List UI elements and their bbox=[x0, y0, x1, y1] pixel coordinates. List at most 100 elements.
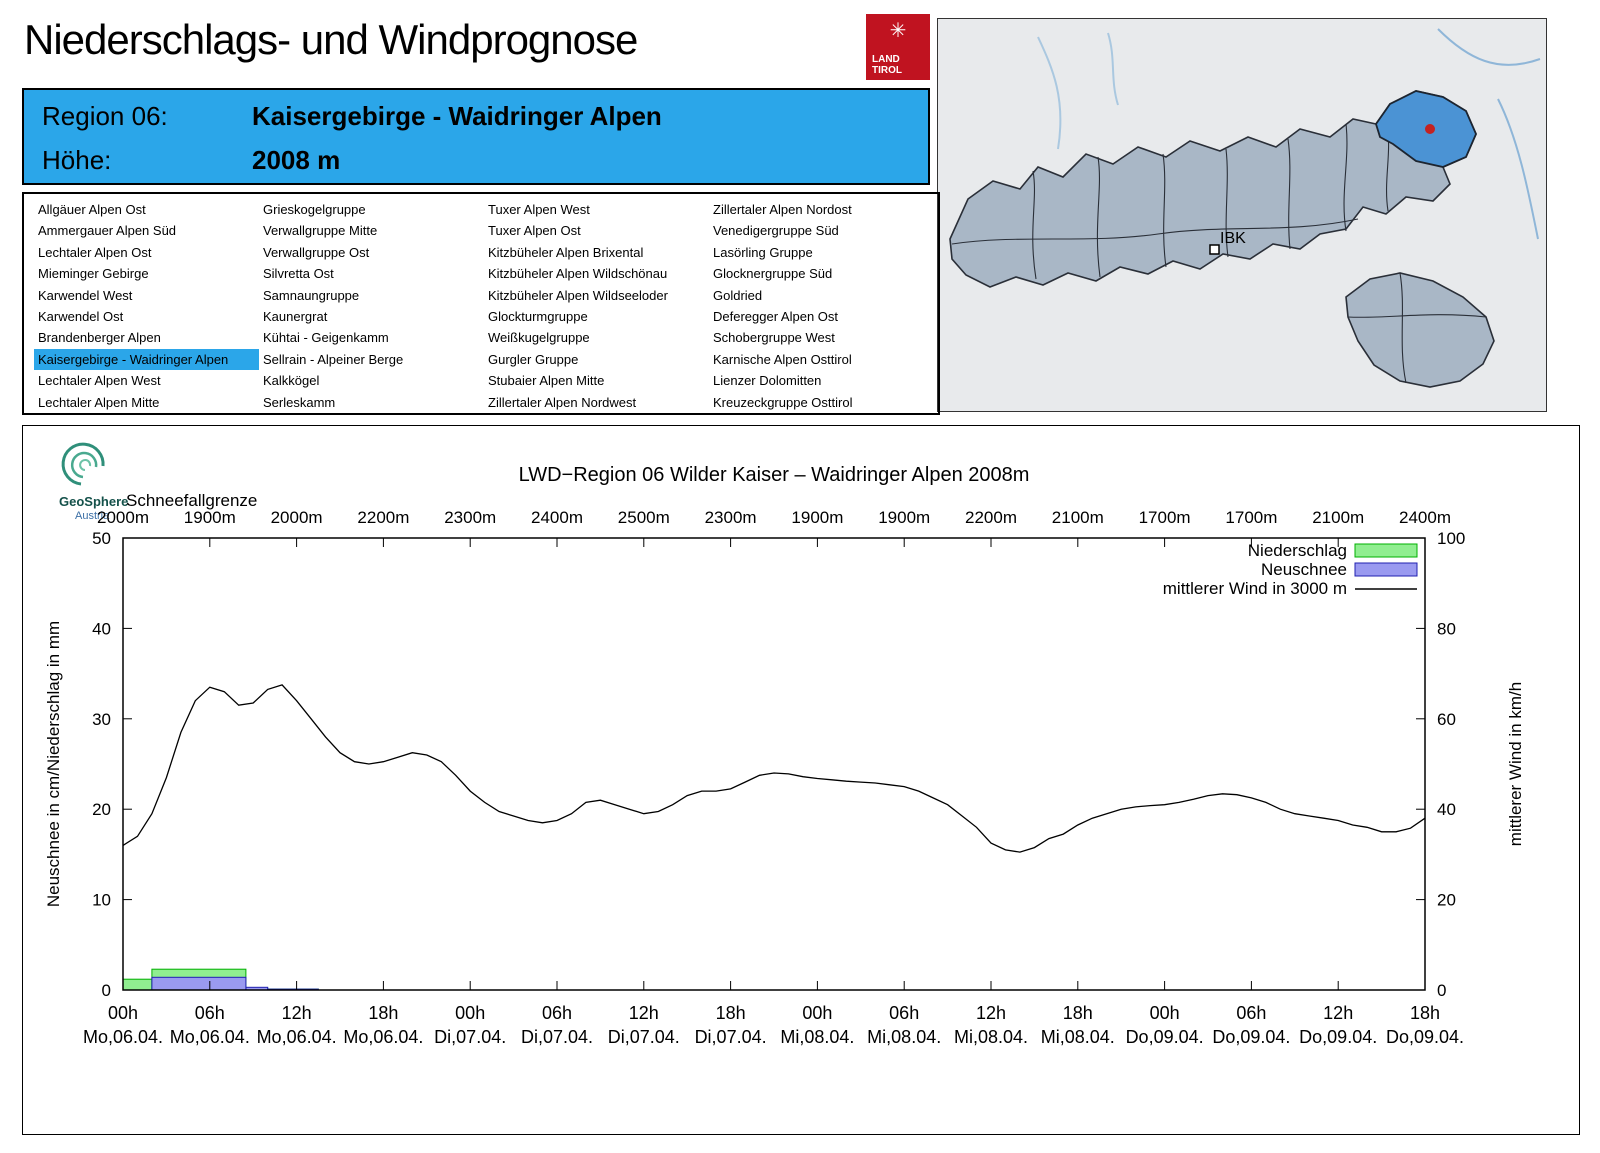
y-tick-left: 30 bbox=[92, 710, 111, 729]
region-list-item[interactable]: Kaunergrat bbox=[263, 309, 328, 325]
snowline-value: 2200m bbox=[965, 508, 1017, 527]
wind-line bbox=[122, 684, 1426, 853]
region-list-item[interactable]: Samnaungruppe bbox=[263, 287, 360, 303]
x-tick-time: 12h bbox=[1323, 1003, 1353, 1023]
region-list-item[interactable]: Serleskamm bbox=[263, 394, 336, 410]
y-tick-right: 40 bbox=[1437, 800, 1456, 819]
region-list-item[interactable]: Zillertaler Alpen Nordost bbox=[713, 202, 852, 217]
region-list-item[interactable]: Sellrain - Alpeiner Berge bbox=[263, 351, 404, 367]
region-list-item[interactable]: Kühtai - Geigenkamm bbox=[263, 330, 389, 346]
region-list-item[interactable]: Lasörling Gruppe bbox=[713, 244, 813, 260]
y-tick-right: 20 bbox=[1437, 891, 1456, 910]
x-tick-date: Mo,06.04. bbox=[257, 1027, 337, 1047]
region-list-item[interactable]: Grieskogelgruppe bbox=[263, 202, 366, 217]
chart-svg: GeoSphere Austria LWD−Region 06 Wilder K… bbox=[44, 442, 1525, 1047]
x-tick-date: Do,09.04. bbox=[1299, 1027, 1377, 1047]
region-list-item[interactable]: Goldried bbox=[713, 287, 763, 303]
region-name-value: Kaisergebirge - Waidringer Alpen bbox=[252, 100, 662, 131]
snow-bar bbox=[151, 976, 247, 991]
x-tick-time: 12h bbox=[629, 1003, 659, 1023]
region-list-item[interactable]: Weißkugelgruppe bbox=[488, 330, 590, 346]
region-list-item[interactable]: Tuxer Alpen Ost bbox=[488, 223, 581, 239]
y-tick-left: 40 bbox=[92, 619, 111, 638]
x-tick-time: 18h bbox=[1063, 1003, 1093, 1023]
chart-title: LWD−Region 06 Wilder Kaiser – Waidringer… bbox=[519, 464, 1030, 486]
x-tick-time: 18h bbox=[716, 1003, 746, 1023]
region-list-item[interactable]: Verwallgruppe Mitte bbox=[263, 223, 378, 239]
border-line bbox=[1497, 98, 1539, 240]
x-tick-date: Do,09.04. bbox=[1126, 1027, 1204, 1047]
x-tick-date: Mo,06.04. bbox=[170, 1027, 250, 1047]
snowline-value: 1700m bbox=[1139, 508, 1191, 527]
x-tick-date: Di,07.04. bbox=[608, 1027, 680, 1047]
geosphere-sub: Austria bbox=[75, 510, 110, 522]
region-list-item[interactable]: Kitzbüheler Alpen Wildseeloder bbox=[488, 287, 668, 303]
region-list-item[interactable]: Lechtaler Alpen West bbox=[38, 373, 161, 389]
snowline-value: 2000m bbox=[271, 508, 323, 527]
region-list-item[interactable]: Glocknergruppe Süd bbox=[713, 266, 833, 282]
ibk-label: IBK bbox=[1220, 230, 1246, 247]
x-tick-time: 18h bbox=[368, 1003, 398, 1023]
map-region-east-tirol[interactable] bbox=[1345, 272, 1495, 388]
region-list-column: Grieskogelgruppe Verwallgruppe Mitte Verwa… bbox=[259, 199, 484, 413]
region-list-item[interactable]: Glockturmgruppe bbox=[488, 309, 588, 325]
region-list-item[interactable]: Kreuzeckgruppe Osttirol bbox=[713, 394, 853, 410]
snowline-value: 2000m bbox=[97, 508, 149, 527]
region-list-item-selected[interactable]: Kaisergebirge - Waidringer Alpen bbox=[34, 348, 259, 371]
region-list-item[interactable]: Kitzbüheler Alpen Brixental bbox=[488, 244, 644, 260]
region-list-item[interactable]: Verwallgruppe Ost bbox=[263, 244, 370, 260]
map-district-borders bbox=[951, 123, 1390, 280]
y-tick-right: 0 bbox=[1437, 981, 1446, 1000]
altitude-label: Höhe: bbox=[42, 144, 112, 175]
x-tick-time: 00h bbox=[108, 1003, 138, 1023]
region-list-item[interactable]: Gurgler Gruppe bbox=[488, 351, 579, 367]
tirol-emblem-icon: ✳ bbox=[889, 20, 907, 42]
region-list-column: Zillertaler Alpen Nordost Venedigergruppe… bbox=[709, 199, 934, 413]
legend-label: Niederschlag bbox=[1248, 541, 1347, 560]
region-map[interactable]: IBK bbox=[937, 18, 1547, 412]
region-list-item[interactable]: Allgäuer Alpen Ost bbox=[38, 202, 146, 217]
region-list-item[interactable]: Mieminger Gebirge bbox=[38, 266, 149, 282]
geosphere-logo: GeoSphere Austria bbox=[59, 442, 128, 522]
region-list-item[interactable]: Silvretta Ost bbox=[263, 266, 334, 282]
x-tick-date: Di,07.04. bbox=[695, 1027, 767, 1047]
x-tick-time: 00h bbox=[802, 1003, 832, 1023]
snowline-value: 1900m bbox=[791, 508, 843, 527]
legend-label: Neuschnee bbox=[1261, 560, 1347, 579]
region-list-item[interactable]: Karwendel Ost bbox=[38, 309, 124, 325]
region-list-item[interactable]: Karwendel West bbox=[38, 287, 133, 303]
y-tick-left: 0 bbox=[102, 981, 111, 1000]
x-tick-time: 00h bbox=[455, 1003, 485, 1023]
region-list-item[interactable]: Brandenberger Alpen bbox=[38, 330, 161, 346]
region-list-item[interactable]: Kitzbüheler Alpen Wildschönau bbox=[488, 266, 668, 282]
snowline-value: 2100m bbox=[1052, 508, 1104, 527]
region-list-item[interactable]: Lechtaler Alpen Ost bbox=[38, 244, 152, 260]
snowline-value: 2400m bbox=[531, 508, 583, 527]
region-list-item[interactable]: Lienzer Dolomitten bbox=[713, 373, 822, 389]
x-tick-date: Do,09.04. bbox=[1212, 1027, 1290, 1047]
x-tick-time: 06h bbox=[195, 1003, 225, 1023]
region-list-item[interactable]: Ammergauer Alpen Süd bbox=[38, 223, 177, 239]
region-list-item[interactable]: Schobergruppe West bbox=[713, 330, 835, 346]
y-axis-label-right: mittlerer Wind in km/h bbox=[1506, 682, 1525, 846]
x-tick-time: 18h bbox=[1410, 1003, 1440, 1023]
region-list-item[interactable]: Karnische Alpen Osttirol bbox=[713, 351, 852, 367]
border-line bbox=[1437, 28, 1541, 66]
region-list-item[interactable]: Zillertaler Alpen Nordwest bbox=[488, 394, 637, 410]
land-tirol-logo: ✳ LAND TIROL bbox=[866, 14, 930, 80]
y-tick-right: 100 bbox=[1437, 529, 1465, 548]
y-axis-label-left: Neuschnee in cm/Niederschlag in mm bbox=[44, 621, 63, 907]
x-tick-time: 12h bbox=[282, 1003, 312, 1023]
region-list-item[interactable]: Kalkkögel bbox=[263, 373, 320, 389]
snowline-value: 2200m bbox=[357, 508, 409, 527]
tirol-map-svg: IBK bbox=[938, 19, 1546, 411]
x-tick-date: Di,07.04. bbox=[434, 1027, 506, 1047]
region-list-item[interactable]: Lechtaler Alpen Mitte bbox=[38, 394, 160, 410]
snowline-value: 2100m bbox=[1312, 508, 1364, 527]
y-tick-right: 80 bbox=[1437, 619, 1456, 638]
altitude-value: 2008 m bbox=[252, 144, 341, 175]
region-list-item[interactable]: Deferegger Alpen Ost bbox=[713, 309, 839, 325]
region-list-item[interactable]: Stubaier Alpen Mitte bbox=[488, 373, 605, 389]
region-list-item[interactable]: Venedigergruppe Süd bbox=[713, 223, 839, 239]
region-list-item[interactable]: Tuxer Alpen West bbox=[488, 202, 590, 217]
